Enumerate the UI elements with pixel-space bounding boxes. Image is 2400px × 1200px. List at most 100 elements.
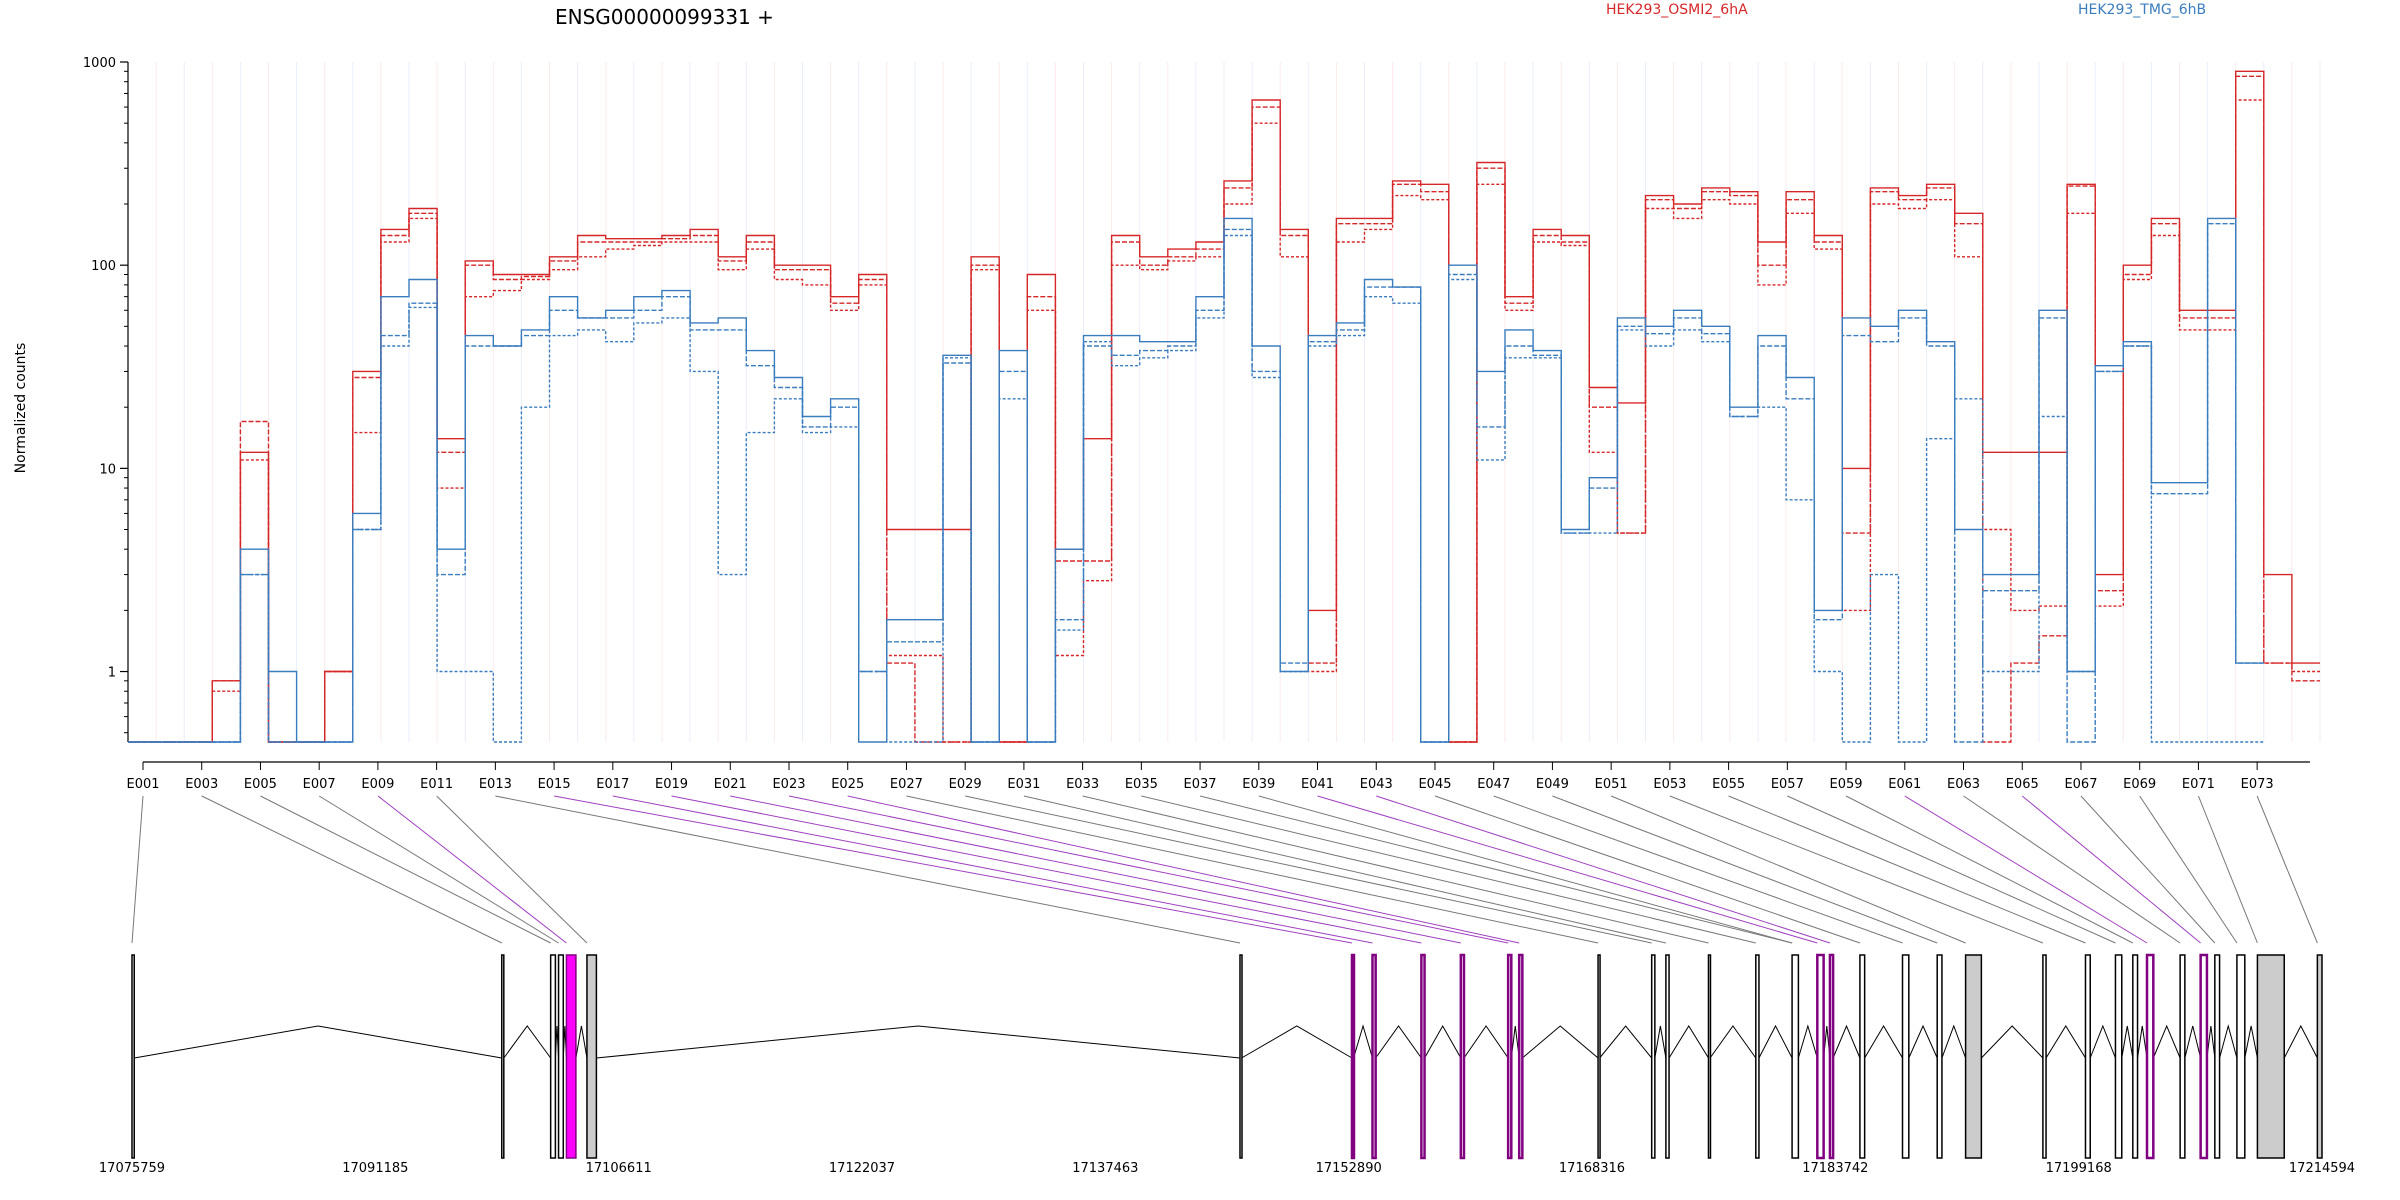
exon-connector <box>671 795 1422 944</box>
exon-label: E057 <box>1771 777 1804 792</box>
exon-label: E039 <box>1242 777 1275 792</box>
exon-label: E011 <box>420 777 453 792</box>
genomic-coordinate-label: 17075759 <box>99 1161 165 1176</box>
exon-connectors <box>131 795 2318 944</box>
exon-box <box>1755 954 1760 1159</box>
legend-item-osmi2: HEK293_OSMI2_6hA <box>1606 2 1748 18</box>
intron-line <box>1375 1025 1422 1059</box>
exon-connector <box>965 795 1652 944</box>
exon-label: E015 <box>538 777 571 792</box>
exon-connector <box>201 795 502 944</box>
exon-label: E051 <box>1595 777 1628 792</box>
exon-label: E061 <box>1888 777 1921 792</box>
exon-connector <box>318 795 559 944</box>
legend-item-tmg: HEK293_TMG_6hB <box>2078 2 2206 18</box>
exon-box <box>2042 954 2047 1159</box>
exon-box <box>1828 953 1835 1160</box>
exon-connector <box>2197 795 2258 944</box>
exon-connector <box>1434 795 1861 944</box>
exon-connector <box>612 795 1373 944</box>
exon-connector <box>2256 795 2318 944</box>
intron-line <box>2121 1025 2134 1059</box>
exon-box <box>1506 953 1513 1160</box>
exon-connector <box>2080 795 2216 944</box>
exon-label: E003 <box>185 777 218 792</box>
exon-connector <box>436 795 588 944</box>
exon-box <box>131 954 135 1159</box>
intron-line <box>1709 1025 1757 1059</box>
exon-connector <box>730 795 1461 944</box>
exon-label: E059 <box>1830 777 1863 792</box>
exon-label: E031 <box>1007 777 1040 792</box>
intron-line <box>1832 1024 1861 1059</box>
y-tick-label: 1 <box>108 666 116 681</box>
exon-box <box>2179 954 2186 1159</box>
intron-line <box>2184 1025 2202 1059</box>
intron-line <box>2045 1025 2086 1059</box>
intron-line <box>1797 1024 1818 1059</box>
exon-box <box>2114 954 2123 1159</box>
intron-line <box>503 1025 552 1059</box>
exon-box <box>1665 954 1670 1159</box>
exon-box <box>1936 954 1943 1159</box>
intron-line <box>1424 1024 1462 1059</box>
exon-box <box>1791 954 1800 1159</box>
exon-box <box>2199 953 2209 1160</box>
exon-connector <box>1317 795 1818 944</box>
exon-connector <box>1669 795 2044 944</box>
genomic-coordinate-label: 17152890 <box>1316 1161 1382 1176</box>
exon-label: E063 <box>1947 777 1980 792</box>
genomic-coordinate-label: 17214594 <box>2289 1161 2355 1176</box>
intron-line <box>2137 1025 2148 1059</box>
intron-line <box>1353 1024 1373 1059</box>
genomic-coordinate-label: 17168316 <box>1559 1161 1625 1176</box>
exon-box <box>1964 954 1983 1159</box>
exon-label: E067 <box>2064 777 2097 792</box>
exon-connector <box>788 795 1509 944</box>
exon-connector <box>1376 795 1831 944</box>
intron-line <box>1241 1025 1353 1059</box>
exon-box <box>1239 954 1243 1159</box>
exon-connector <box>1141 795 1756 944</box>
exon-box <box>1350 953 1356 1160</box>
exon-connector <box>260 795 551 944</box>
exon-box <box>2145 953 2155 1160</box>
intron-line <box>2283 1024 2318 1059</box>
intron-line <box>1941 1024 1967 1059</box>
exon-connector <box>1728 795 2086 944</box>
exon-box <box>1597 954 1601 1159</box>
exon-connector <box>377 795 567 944</box>
genomic-coordinate-label: 17106611 <box>586 1161 652 1176</box>
exon-connector <box>1023 795 1667 944</box>
exon-box <box>1371 953 1377 1160</box>
exon-label: E069 <box>2123 777 2156 792</box>
intron-line <box>1463 1025 1509 1059</box>
intron-line <box>596 1025 1241 1059</box>
exon-connector <box>2021 795 2201 944</box>
intron-line <box>1654 1025 1667 1059</box>
intron-line <box>2244 1025 2258 1059</box>
exon-label: E049 <box>1536 777 1569 792</box>
exon-box <box>586 954 598 1159</box>
exon-label: E045 <box>1418 777 1451 792</box>
exon-box <box>1901 954 1910 1159</box>
intron-line <box>2219 1024 2238 1059</box>
intron-line <box>1522 1025 1599 1059</box>
y-tick-label: 100 <box>91 259 116 274</box>
exon-box <box>2214 954 2221 1159</box>
exon-box <box>501 954 505 1159</box>
exon-box <box>1859 954 1866 1159</box>
exon-connector <box>1904 795 2148 944</box>
series-line-osmi2 <box>128 99 2320 743</box>
exon-connector <box>495 795 1241 944</box>
intron-line <box>575 1025 588 1059</box>
exon-box <box>1420 953 1426 1160</box>
exon-connector <box>1610 795 1966 944</box>
exon-axis: E001 E003 E005 E007 E009 E011 E013 E015 E017 E019… <box>126 761 2310 792</box>
exon-box <box>1517 953 1524 1160</box>
exon-label: E005 <box>244 777 277 792</box>
exon-label: E047 <box>1477 777 1510 792</box>
grid-lines <box>127 62 2321 742</box>
exon-label: E041 <box>1301 777 1334 792</box>
intron-line <box>1599 1025 1653 1059</box>
